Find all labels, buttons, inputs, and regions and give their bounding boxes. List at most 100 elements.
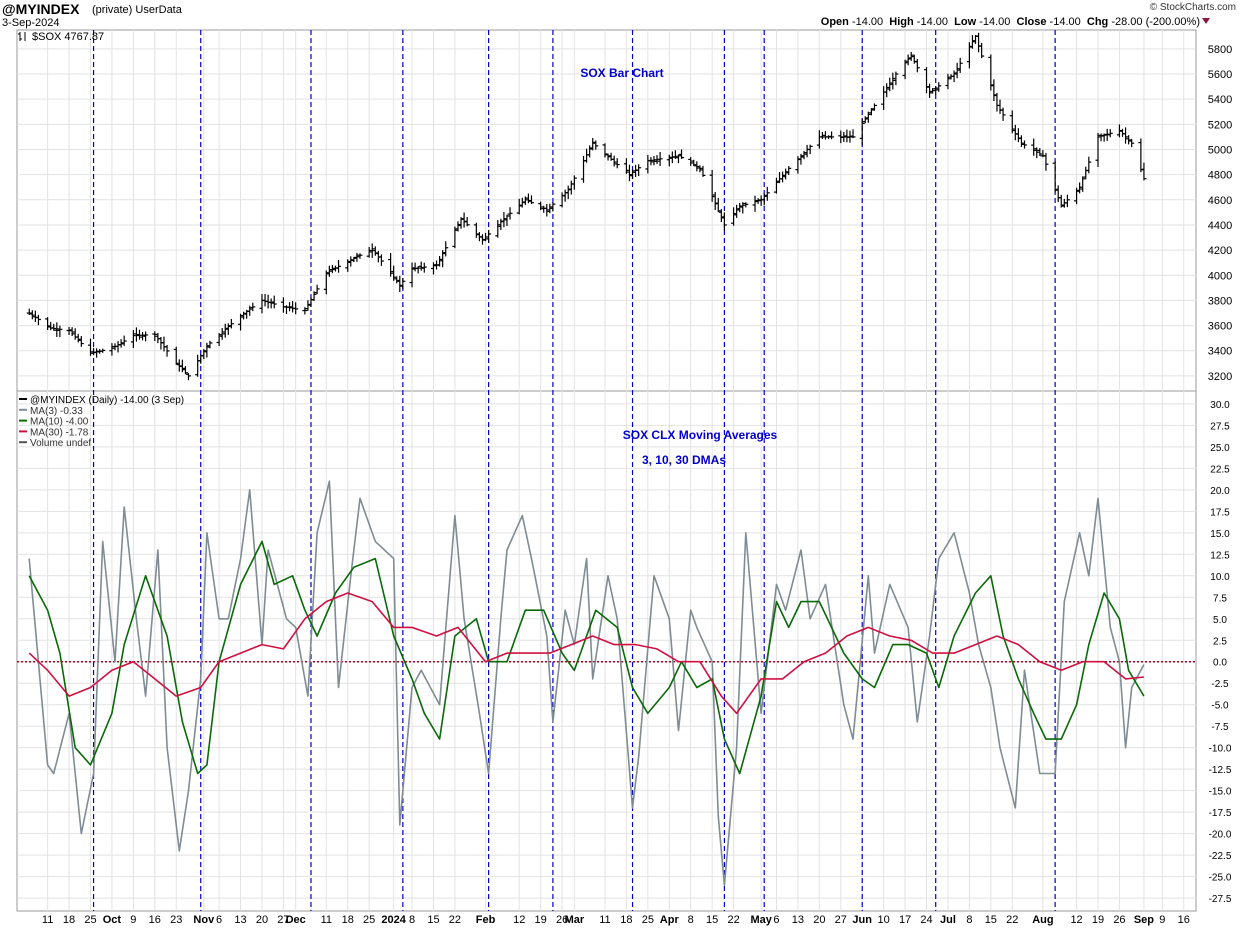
x-tick-label: 10 (878, 914, 890, 926)
x-tick-label: Oct (103, 914, 122, 926)
x-tick-label: 12 (513, 914, 525, 926)
x-tick-label: 26 (1113, 914, 1125, 926)
x-tick-label: 13 (234, 914, 246, 926)
ma-legend-label: Volume undef (30, 438, 91, 449)
ma10-line (28, 540, 1145, 775)
high-value: -14.00 (916, 16, 948, 28)
ma-legend-label: MA(30) -1.78 (30, 427, 89, 438)
ma-y-tick-label: 17.5 (1210, 507, 1230, 518)
brand-logo[interactable]: © StockCharts.com (1149, 2, 1236, 13)
ma-y-tick-label: 27.5 (1210, 421, 1230, 432)
ma-y-tick-label: 7.5 (1213, 593, 1227, 604)
x-tick-label: 16 (149, 914, 161, 926)
x-tick-label: 25 (363, 914, 375, 926)
ma-y-tick-label: -10.0 (1209, 744, 1232, 755)
price-y-tick-label: 4400 (1208, 220, 1232, 232)
chart-subtitle: (private) UserData (92, 4, 182, 16)
price-y-tick-label: 5800 (1208, 44, 1232, 56)
ma-legend-label: MA(3) -0.33 (30, 406, 83, 417)
x-tick-label: 16 (1178, 914, 1190, 926)
price-y-tick-label: 3600 (1208, 321, 1232, 333)
price-y-tick-label: 3800 (1208, 295, 1232, 307)
low-label: Low (954, 16, 977, 28)
x-tick-label: 11 (599, 914, 610, 926)
x-tick-label: 27 (835, 914, 847, 926)
high-label: High (889, 16, 914, 28)
ma-y-tick-label: -22.5 (1209, 851, 1232, 862)
close-label: Close (1016, 16, 1047, 28)
ma-y-tick-label: 30.0 (1210, 400, 1230, 411)
x-tick-label: 24 (920, 914, 932, 926)
low-value: -14.00 (979, 16, 1011, 28)
x-tick-label: 18 (342, 914, 354, 926)
x-tick-label: 15 (985, 914, 997, 926)
ma-y-tick-label: -5.0 (1211, 701, 1229, 712)
x-tick-label: 19 (1092, 914, 1104, 926)
x-tick-label: 23 (170, 914, 182, 926)
x-tick-label: Jul (940, 914, 956, 926)
ma-y-tick-label: 2.5 (1213, 636, 1227, 647)
x-tick-label: 25 (84, 914, 96, 926)
x-tick-label: Apr (660, 914, 680, 926)
x-tick-label: 17 (899, 914, 911, 926)
close-value: -14.00 (1049, 16, 1081, 28)
ma-chart-subtitle: 3, 10, 30 DMAs (642, 453, 726, 467)
x-tick-label: 20 (813, 914, 825, 926)
x-tick-label: 25 (642, 914, 654, 926)
x-tick-label: 2024 (381, 914, 406, 926)
ma-y-tick-label: -27.5 (1209, 894, 1232, 905)
price-y-tick-label: 5400 (1208, 94, 1232, 106)
ma-y-tick-label: 15.0 (1210, 529, 1230, 540)
chg-label: Chg (1086, 16, 1109, 28)
price-y-tick-label: 4200 (1208, 245, 1232, 257)
x-tick-label: Dec (286, 914, 306, 926)
down-triangle-icon (1202, 18, 1210, 24)
x-tick-label: May (750, 914, 772, 926)
ma-y-tick-label: -17.5 (1209, 808, 1232, 819)
x-tick-label: Feb (476, 914, 496, 926)
x-tick-label: 22 (449, 914, 461, 926)
x-tick-label: Aug (1032, 914, 1053, 926)
x-tick-label: 8 (688, 914, 694, 926)
ma-y-tick-label: 0.0 (1213, 658, 1227, 669)
price-y-tick-label: 3400 (1208, 346, 1232, 358)
ma-y-tick-label: -20.0 (1209, 830, 1232, 841)
price-y-tick-label: 5200 (1208, 119, 1232, 131)
ma-y-tick-label: -12.5 (1209, 765, 1232, 776)
ma-y-tick-label: 12.5 (1210, 550, 1230, 561)
x-tick-label: 15 (427, 914, 439, 926)
ma-chart-title: SOX CLX Moving Averages (623, 428, 778, 442)
x-tick-label: 19 (535, 914, 547, 926)
ma-y-tick-label: 10.0 (1210, 572, 1230, 583)
x-tick-label: 11 (42, 914, 53, 926)
price-legend-label: $SOX 4767.87 (32, 31, 104, 43)
price-y-tick-label: 4600 (1208, 195, 1232, 207)
x-tick-label: 26 (556, 914, 568, 926)
x-tick-label: 11 (321, 914, 332, 926)
price-y-tick-label: 3200 (1208, 371, 1232, 383)
x-tick-label: Jun (852, 914, 872, 926)
x-tick-label: Sep (1134, 914, 1154, 926)
chg-value: -28.00 (-200.00%) (1111, 16, 1200, 28)
price-bars (26, 32, 1147, 381)
x-tick-label: 9 (130, 914, 136, 926)
x-tick-label: 9 (1159, 914, 1165, 926)
ma3-line (28, 480, 1145, 886)
ma-y-tick-label: -15.0 (1209, 787, 1232, 798)
x-tick-label: 22 (1006, 914, 1018, 926)
x-tick-label: 22 (727, 914, 739, 926)
x-tick-label: 15 (706, 914, 718, 926)
price-y-tick-label: 4800 (1208, 170, 1232, 182)
x-tick-label: 18 (63, 914, 75, 926)
price-y-tick-label: 5600 (1208, 69, 1232, 81)
chart-date: 3-Sep-2024 (2, 17, 60, 29)
open-value: -14.00 (851, 16, 884, 28)
ma-y-tick-label: -2.5 (1211, 679, 1229, 690)
ohlc-readout: Open -14.00 High -14.00 Low -14.00 Close… (821, 16, 1200, 28)
x-tick-label: 8 (966, 914, 972, 926)
x-tick-label: 13 (792, 914, 804, 926)
x-tick-label: 27 (277, 914, 289, 926)
ma-legend-label: @MYINDEX (Daily) -14.00 (3 Sep) (30, 395, 184, 406)
price-y-tick-label: 4000 (1208, 270, 1232, 282)
